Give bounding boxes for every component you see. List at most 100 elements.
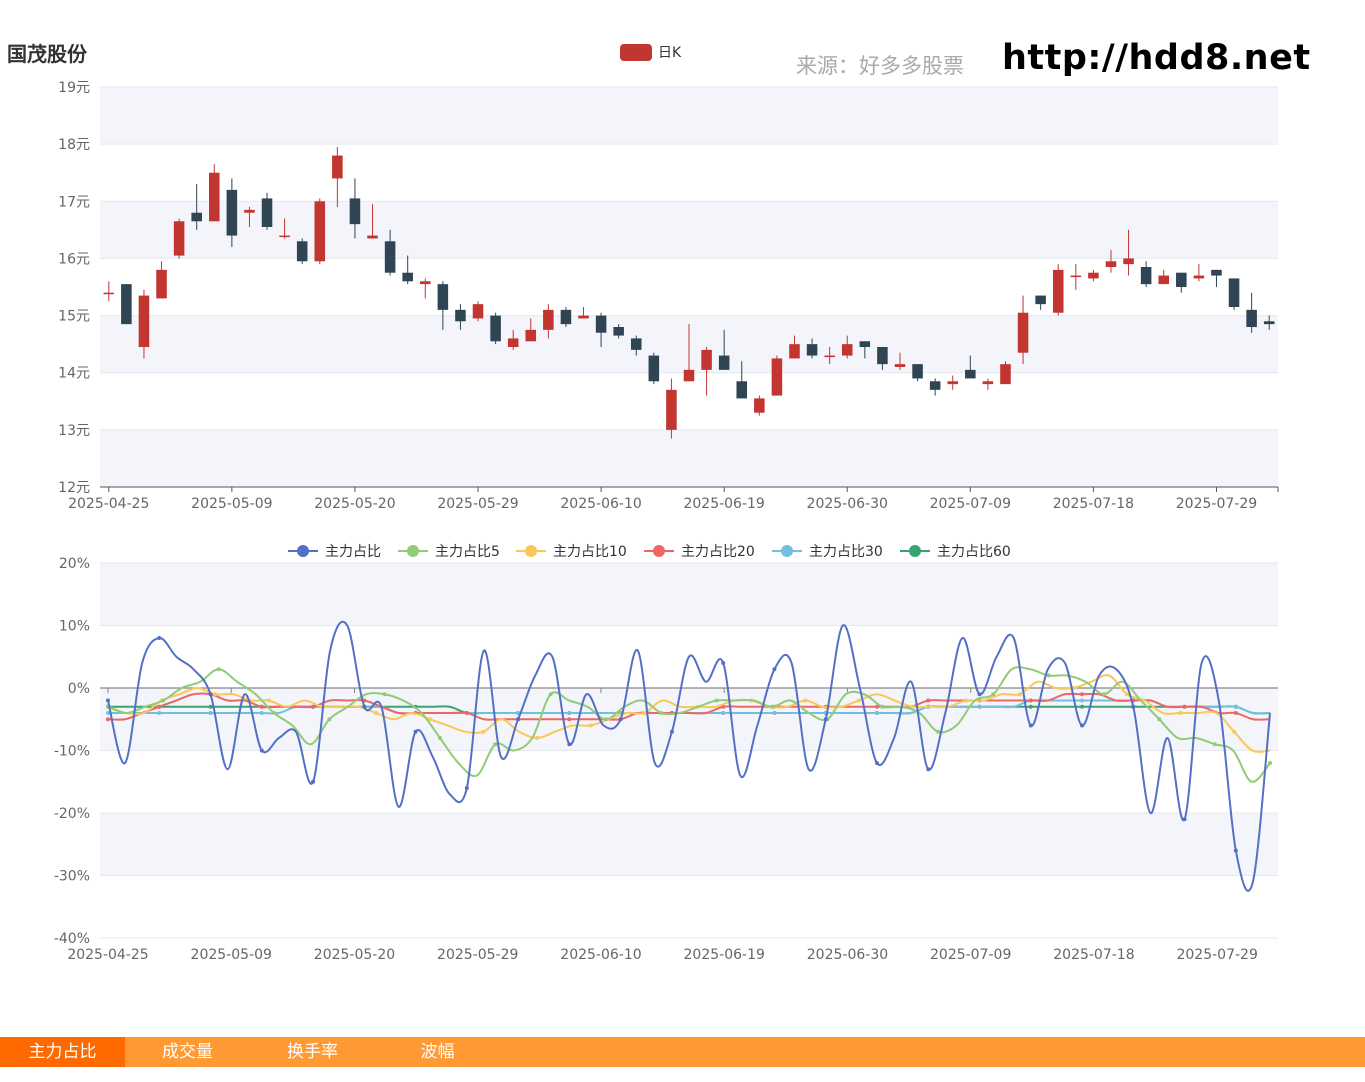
candle-body (1105, 261, 1117, 267)
candle-body (1123, 258, 1134, 265)
mf-series-point (926, 698, 931, 703)
kline-legend-swatch (620, 44, 652, 61)
kline-band (100, 429, 1278, 487)
candle-body (1000, 364, 1011, 385)
mf-series-point (208, 692, 213, 697)
mf-legend-item: 主力占比60 (900, 544, 1011, 560)
source-label: 来源：好多多股票 (796, 54, 964, 78)
tab-amplitude[interactable]: 波幅 (420, 1042, 455, 1062)
candle (261, 192, 273, 230)
candle (824, 347, 835, 365)
candle (1263, 315, 1275, 330)
candle (877, 347, 888, 370)
kline-chart: 12元 13元 14元 15元 16元 17元 18元 19元 2025-04-25 2025-0… (58, 44, 1279, 512)
candle-body (929, 381, 941, 390)
candle (560, 307, 572, 327)
candle (841, 335, 853, 359)
mf-x-tick-label: 2025-07-09 (930, 947, 1011, 963)
candle-body (912, 364, 923, 379)
mf-series-point (161, 698, 166, 703)
mf-series-point (1080, 698, 1085, 703)
mf-series-point (1268, 761, 1272, 765)
candle (718, 329, 730, 370)
mf-series-point (567, 742, 572, 747)
candle-body (859, 341, 871, 347)
candle (859, 341, 871, 359)
mf-legend-item: 主力占比30 (772, 544, 883, 560)
candle-body (947, 381, 959, 385)
candle-body (543, 309, 554, 330)
candle-body (965, 369, 976, 379)
candle-body (455, 309, 466, 322)
mf-legend-label: 主力占比30 (809, 544, 883, 560)
candle (613, 324, 624, 339)
mf-series-point (548, 692, 553, 697)
candle-body (701, 349, 712, 370)
candle-body (103, 292, 115, 295)
candle (789, 335, 800, 359)
stock-title: 国茂股份 (7, 42, 87, 66)
mf-band (100, 688, 1278, 751)
candle (1070, 264, 1082, 290)
tab-turnover[interactable]: 换手率 (287, 1042, 338, 1062)
mf-series-point (604, 717, 608, 722)
mf-series-point (874, 761, 879, 765)
charts-canvas: 12元 13元 14元 15元 16元 17元 18元 19元 2025-04-25 2025-0… (54, 44, 1279, 963)
kline-band (100, 201, 1278, 259)
candle-body (296, 241, 308, 262)
mf-legend-item: 主力占比20 (644, 544, 755, 560)
mf-legend-dot (525, 545, 537, 557)
candle (1193, 264, 1205, 282)
kline-y-tick-label: 18元 (58, 137, 90, 153)
candle-body (332, 155, 343, 179)
mf-x-tick-label: 2025-07-18 (1053, 947, 1134, 963)
mf-series-point (157, 704, 162, 709)
mf-series-point (464, 711, 469, 715)
candle-body (209, 172, 220, 222)
mf-series-point (642, 711, 647, 715)
mf-series-point (856, 698, 861, 703)
candle-body (595, 315, 607, 333)
candle-body (1246, 309, 1257, 327)
mf-series-point (721, 661, 726, 665)
mf-x-tick-label: 2025-07-29 (1176, 947, 1257, 963)
candle-body (982, 381, 994, 385)
site-url[interactable]: http://hdd8.net (1002, 38, 1311, 78)
tab-mainforce-ratio[interactable]: 主力占比 (0, 1037, 125, 1067)
mf-legend-dot (297, 545, 309, 557)
kline-y-tick-label: 14元 (58, 366, 90, 382)
candle (666, 378, 677, 439)
mf-series-point (659, 711, 664, 715)
candle-body (507, 338, 519, 347)
mf-series-point (1182, 817, 1187, 822)
kline-y-tick-label: 19元 (58, 80, 90, 96)
mf-x-tick-label: 2025-05-09 (191, 947, 272, 963)
kline-x-tick-label: 2025-07-18 (1053, 496, 1134, 512)
candle-body (824, 355, 835, 358)
candle-body (718, 355, 730, 370)
mf-legend-dot (781, 545, 793, 557)
mf-y-tick-label: 10% (59, 619, 90, 635)
candle-body (349, 198, 361, 225)
mf-series-point (567, 717, 572, 722)
mf-series-point (327, 717, 332, 722)
mf-y-tick-label: 0% (68, 681, 90, 697)
mf-legend-item: 主力占比10 (516, 544, 627, 560)
candle-body (877, 347, 888, 365)
mf-series-point (823, 717, 828, 722)
candle (332, 147, 343, 207)
mf-series-line (107, 666, 1271, 783)
mf-series-point (1182, 704, 1187, 709)
mf-band (100, 563, 1278, 626)
candle-body (1228, 278, 1240, 307)
candle-body (314, 201, 326, 262)
tab-volume[interactable]: 成交量 (162, 1042, 213, 1062)
kline-x-tick-label: 2025-05-09 (191, 496, 272, 512)
mf-series-point (669, 729, 674, 734)
candle (754, 395, 765, 416)
candle (1228, 278, 1240, 310)
candle (1176, 272, 1187, 293)
mf-series-point (106, 698, 110, 703)
candle-body (279, 235, 290, 238)
mf-series-point (1102, 692, 1106, 697)
